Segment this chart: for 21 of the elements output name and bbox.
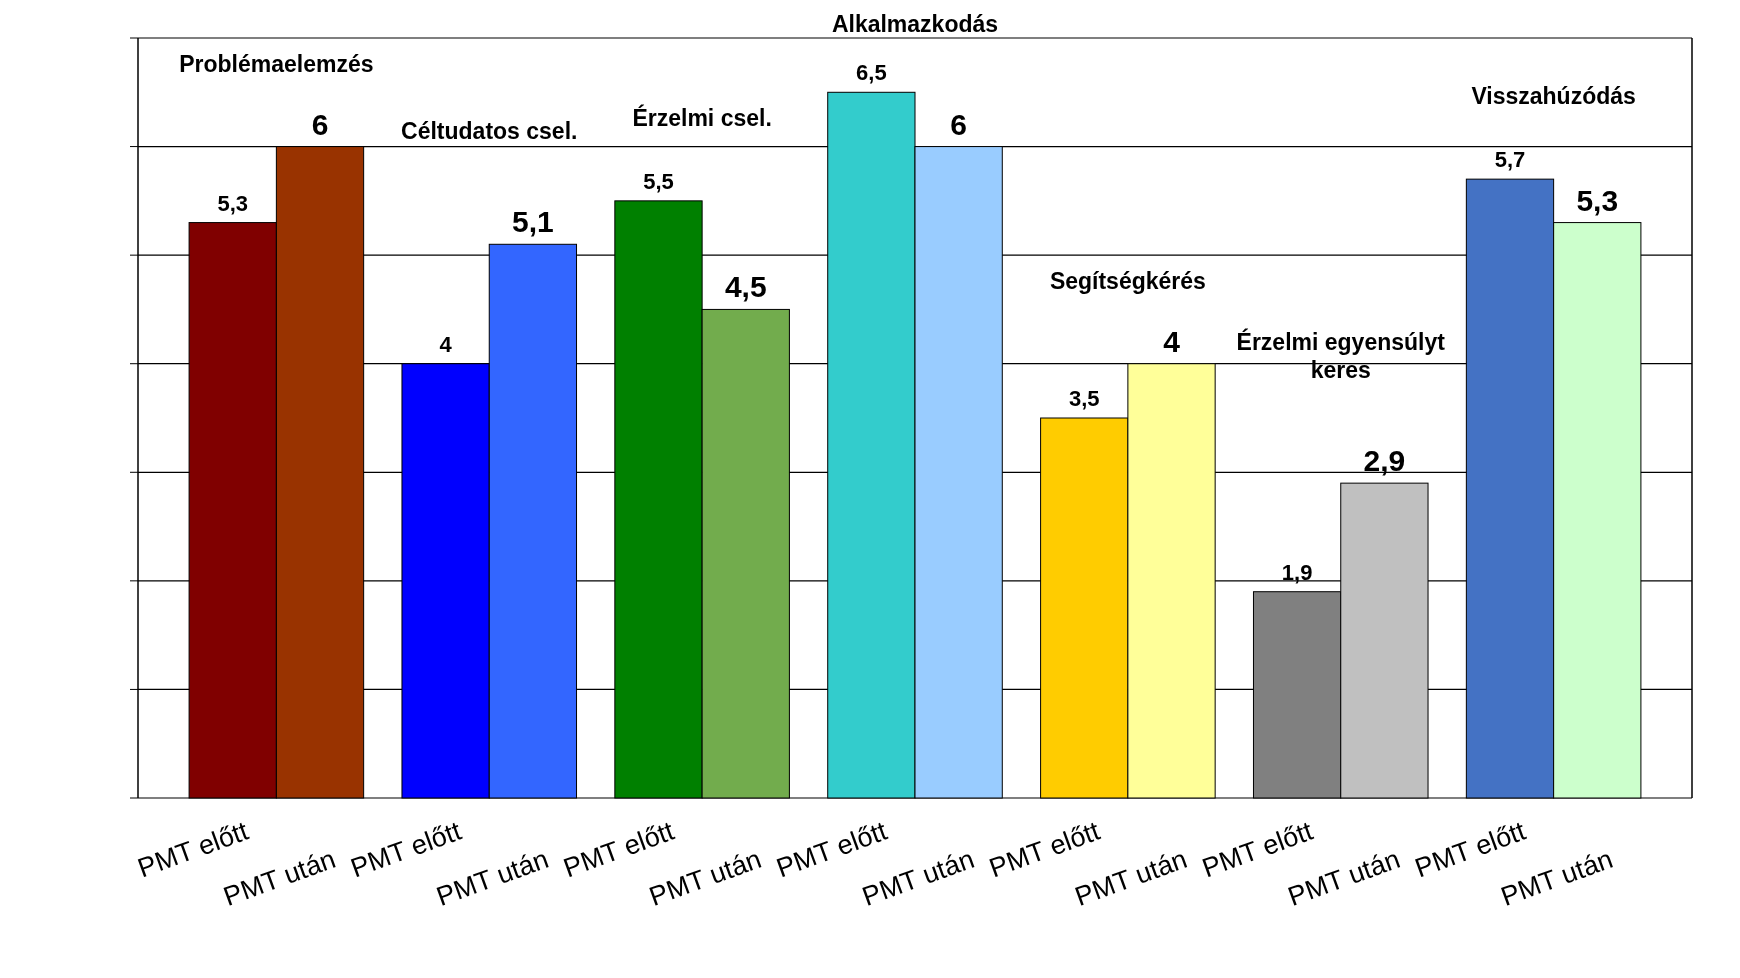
annotation: Céltudatos csel. [401, 118, 578, 145]
data-label: 5,3 [1576, 183, 1619, 217]
data-label: 5,7 [1494, 147, 1526, 173]
data-label: 6 [311, 107, 329, 141]
data-label: 4 [439, 331, 453, 357]
data-label: 6,5 [856, 60, 887, 86]
annotation: Érzelmi egyensúlyt keres [1236, 328, 1446, 384]
data-label: 5,1 [512, 205, 554, 239]
annotation: Visszahúzódás [1471, 83, 1636, 110]
data-label: 3,5 [1068, 386, 1100, 411]
data-label: 5,3 [217, 190, 249, 216]
data-label: 4 [1163, 324, 1181, 358]
annotation: Segítségkérés [1049, 267, 1206, 294]
data-label: 2,9 [1363, 444, 1406, 478]
data-label: 4,5 [724, 270, 767, 304]
data-label: 5,5 [643, 168, 674, 194]
annotation: Problémaelemzés [179, 50, 374, 77]
data-label: 1,9 [1281, 559, 1313, 585]
text: Alkalmazkodás [831, 11, 999, 37]
annotation: Érzelmi csel. [632, 103, 772, 131]
data-label: 6 [950, 107, 967, 141]
